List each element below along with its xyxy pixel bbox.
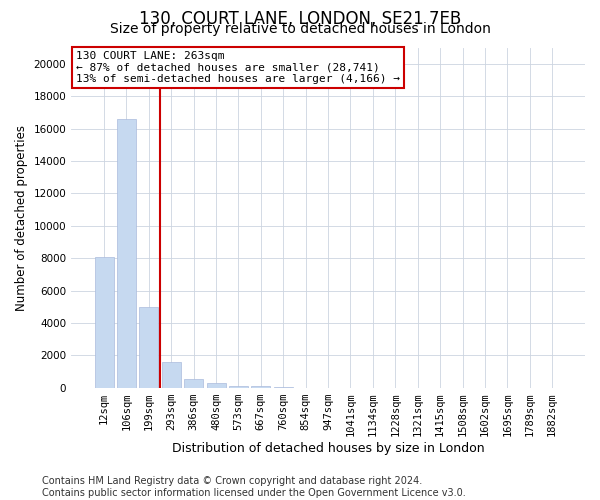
X-axis label: Distribution of detached houses by size in London: Distribution of detached houses by size …: [172, 442, 484, 455]
Bar: [162, 362, 181, 388]
Text: 130, COURT LANE, LONDON, SE21 7EB: 130, COURT LANE, LONDON, SE21 7EB: [139, 10, 461, 28]
Bar: [251, 386, 271, 388]
Y-axis label: Number of detached properties: Number of detached properties: [15, 124, 28, 310]
Bar: [229, 386, 248, 388]
Text: Contains HM Land Registry data © Crown copyright and database right 2024.
Contai: Contains HM Land Registry data © Crown c…: [42, 476, 466, 498]
Bar: [139, 307, 158, 388]
Bar: [206, 383, 226, 388]
Bar: [184, 379, 203, 388]
Text: Size of property relative to detached houses in London: Size of property relative to detached ho…: [110, 22, 490, 36]
Bar: [274, 387, 293, 388]
Bar: [117, 119, 136, 388]
Text: 130 COURT LANE: 263sqm
← 87% of detached houses are smaller (28,741)
13% of semi: 130 COURT LANE: 263sqm ← 87% of detached…: [76, 51, 400, 84]
Bar: [95, 258, 113, 388]
